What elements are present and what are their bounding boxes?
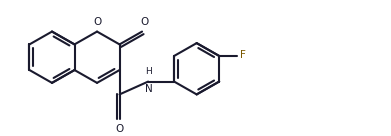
Text: F: F [240,50,246,60]
Text: O: O [140,17,148,27]
Text: N: N [145,84,153,94]
Text: O: O [115,124,124,134]
Text: H: H [145,67,152,76]
Text: O: O [93,17,101,27]
